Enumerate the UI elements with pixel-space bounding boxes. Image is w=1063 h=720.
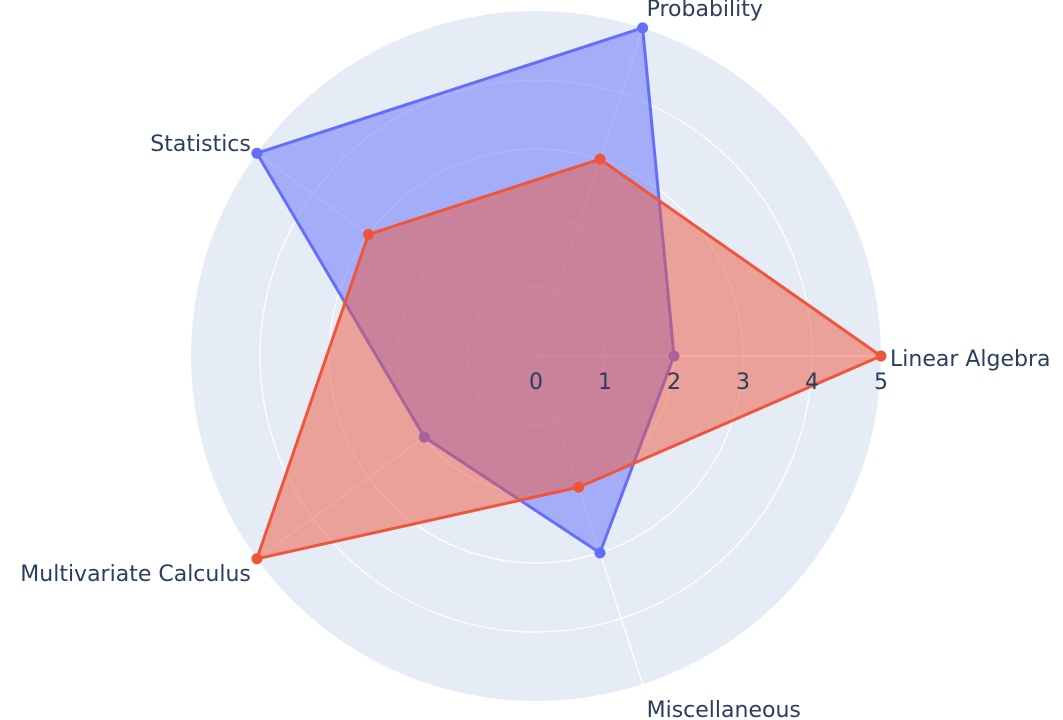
series-1-point-probability bbox=[637, 22, 649, 34]
series-2-area bbox=[255, 157, 883, 561]
series-2-point-miscellaneous bbox=[573, 481, 585, 493]
radial-tick-label: 0 bbox=[529, 370, 543, 395]
angular-axis-labels: Linear Algebra Probability Statistics Multi… bbox=[20, 0, 1050, 720]
series-2 bbox=[251, 153, 887, 565]
axis-label-miscellaneous: Miscellaneous bbox=[647, 698, 801, 720]
axis-label-probability: Probability bbox=[647, 0, 763, 22]
radial-tick-labels: 0 1 2 3 4 5 bbox=[529, 370, 888, 395]
series-1-point-statistics bbox=[251, 147, 263, 159]
series-2-point-linear-algebra bbox=[875, 350, 887, 362]
series-2-point-probability bbox=[594, 153, 606, 165]
series-layer bbox=[251, 22, 887, 565]
radial-tick-label: 5 bbox=[874, 370, 888, 395]
series-1-point-miscellaneous bbox=[594, 547, 606, 559]
series-2-point-multivariate-calculus bbox=[251, 553, 263, 565]
axis-label-multivariate-calculus: Multivariate Calculus bbox=[20, 562, 251, 587]
axis-label-statistics: Statistics bbox=[150, 132, 251, 157]
series-2-point-statistics bbox=[363, 228, 375, 240]
radial-tick-label: 3 bbox=[736, 370, 750, 395]
axis-label-linear-algebra: Linear Algebra bbox=[890, 347, 1051, 372]
radial-tick-label: 2 bbox=[667, 370, 681, 395]
radial-tick-label: 1 bbox=[598, 370, 612, 395]
radial-tick-label: 4 bbox=[805, 370, 819, 395]
